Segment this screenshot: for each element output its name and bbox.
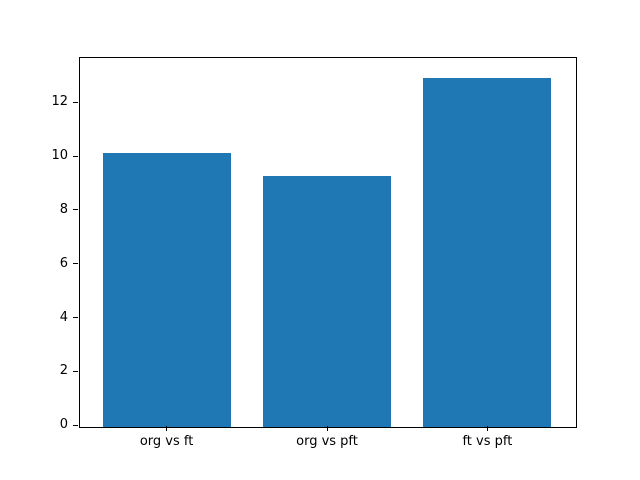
y-tick-label: 4	[59, 309, 68, 325]
bar-org-vs-pft	[262, 176, 392, 427]
bar-ft-vs-pft	[423, 77, 552, 427]
y-tick-mark	[73, 317, 78, 318]
y-tick-label: 2	[59, 363, 68, 379]
y-tick-mark	[73, 370, 78, 372]
y-tick-mark	[73, 209, 78, 211]
bar-org-vs-ft	[102, 152, 231, 427]
y-tick-mark	[73, 101, 78, 103]
x-tick-mark	[166, 426, 168, 431]
y-tick-mark	[73, 263, 78, 265]
x-tick-label: org vs ft	[139, 434, 194, 449]
x-tick-mark	[486, 426, 488, 431]
y-tick-label: 10	[51, 148, 68, 164]
plot-area: 0 2 4 6 8 10 12 org vs ft org vs pft ft vs pft	[51, 57, 577, 449]
y-tick-mark	[73, 155, 78, 157]
y-tick-label: 6	[59, 255, 68, 271]
x-tick-label: org vs pft	[296, 434, 358, 449]
y-tick-mark	[73, 424, 78, 426]
y-tick-label: 8	[59, 201, 68, 217]
x-tick-mark	[326, 426, 328, 431]
y-tick-label: 12	[51, 94, 68, 110]
x-tick-label: ft vs pft	[462, 434, 513, 449]
y-tick-label: 0	[59, 417, 68, 432]
